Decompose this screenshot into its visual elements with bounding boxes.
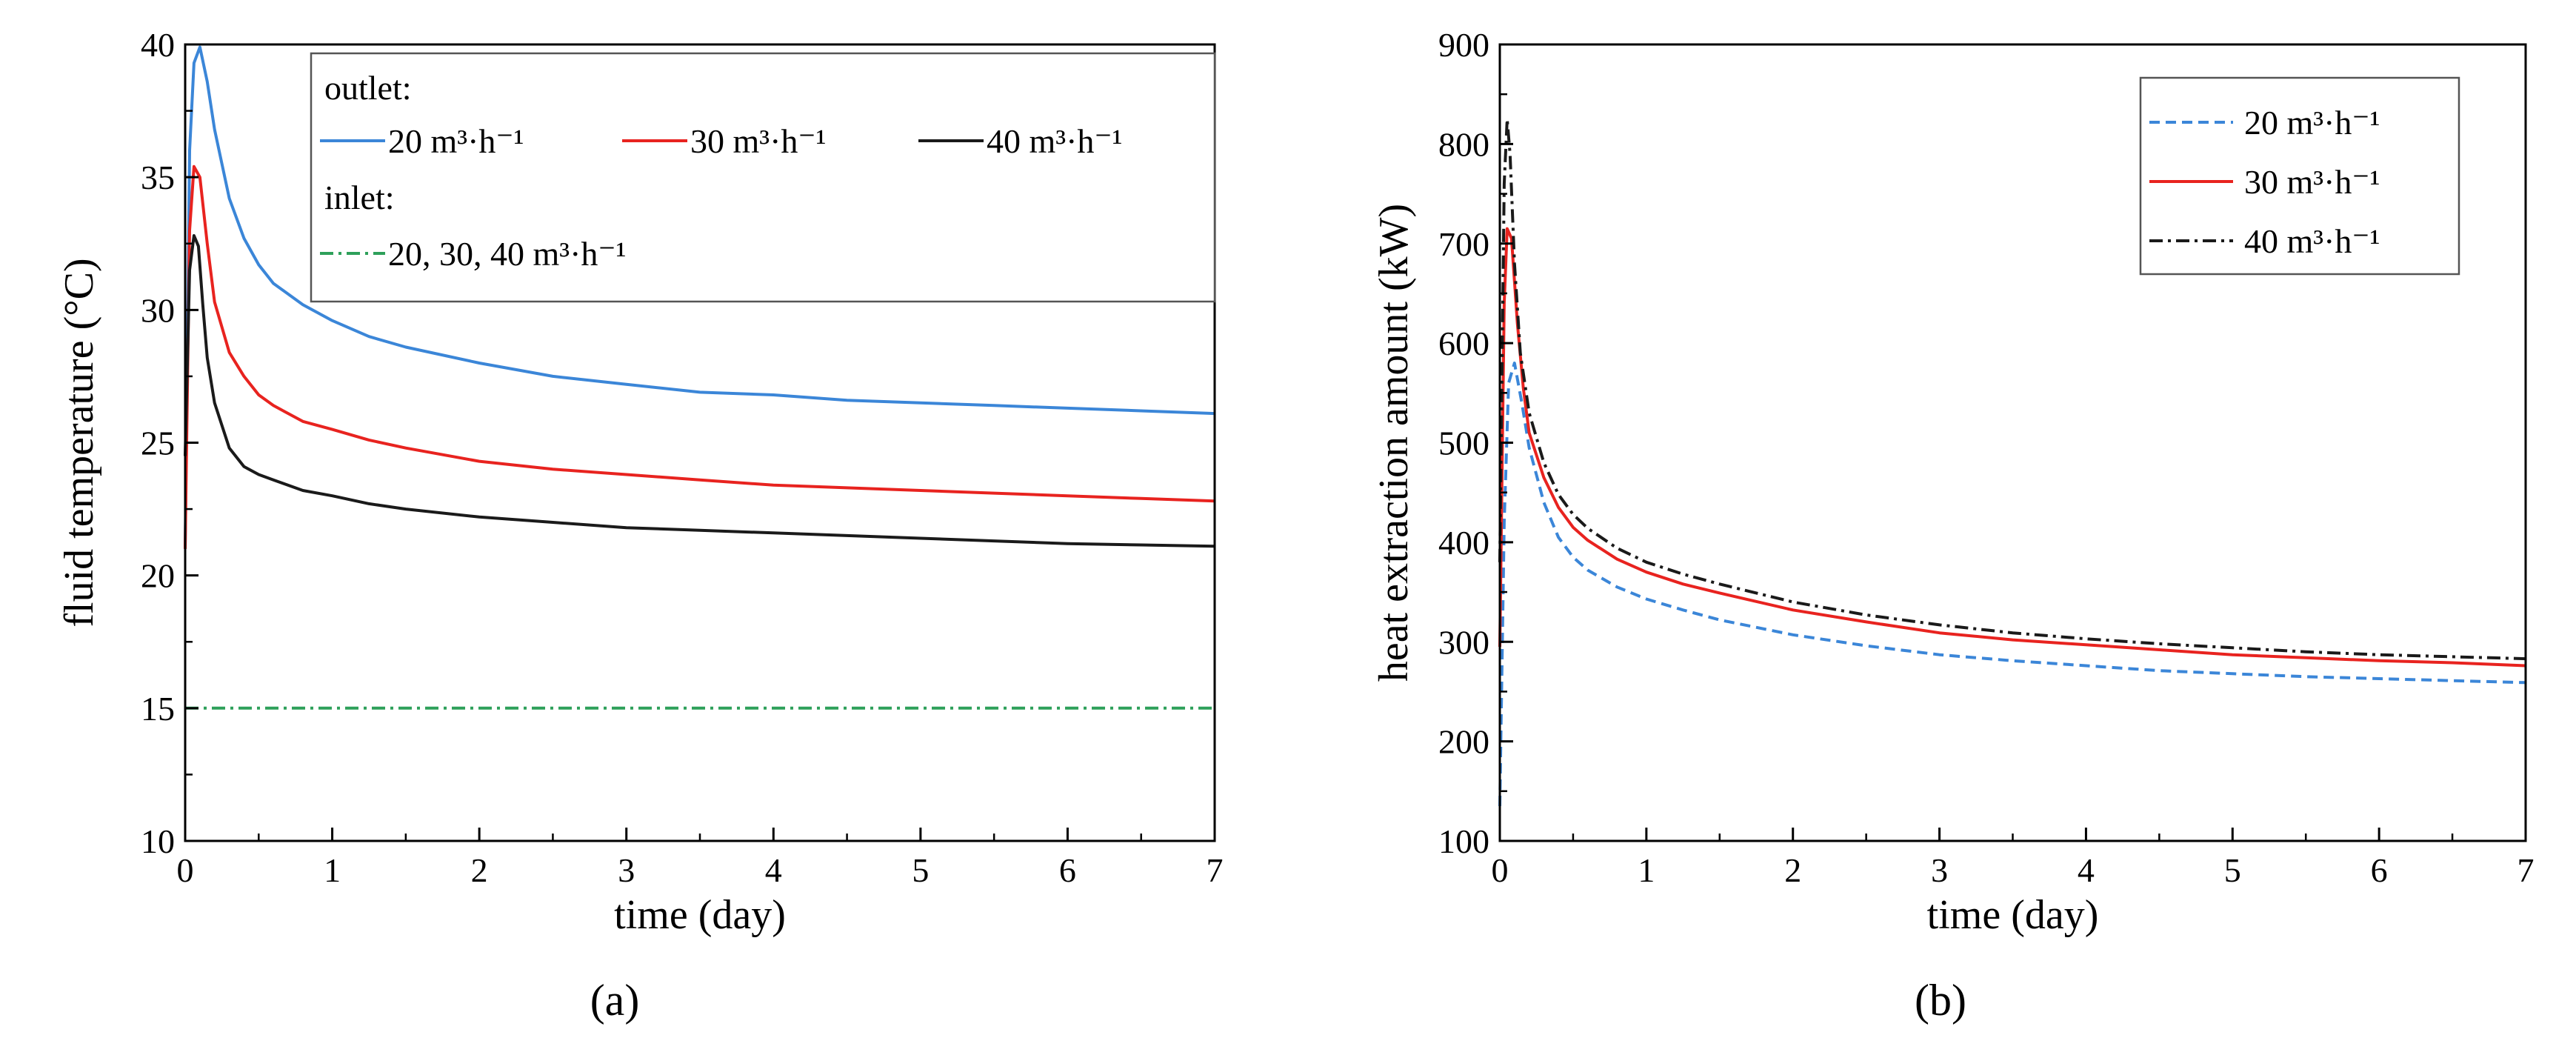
legend-box	[310, 52, 1216, 303]
y-tick-label: 700	[1438, 225, 1489, 263]
panel-a: 0 1 2 3 4 5 6 7 10 15 20 25 30 35 40 time (day) fluid te…	[56, 26, 1224, 1025]
plot-area	[184, 45, 1215, 710]
y-tick-label: 800	[1438, 125, 1489, 163]
x-tick-label: 1	[1638, 851, 1655, 889]
x-tick-label: 7	[1207, 851, 1224, 889]
series-line-2	[184, 164, 1215, 549]
y-tick-label: 100	[1438, 822, 1489, 860]
y-tick-label: 500	[1438, 425, 1489, 462]
y-axis-title: heat extraction amount (kW)	[1371, 204, 1417, 682]
legend-box	[2139, 76, 2460, 276]
y-tick-label: 200	[1438, 723, 1489, 761]
y-tick-label: 600	[1438, 325, 1489, 362]
legend-group-title: outlet:	[324, 69, 412, 107]
legend-entry: 20, 30, 40 m³·h⁻¹	[388, 235, 626, 273]
panel-label: (b)	[1915, 976, 1966, 1025]
x-tick-label: 3	[618, 851, 635, 889]
panel-label: (a)	[590, 976, 640, 1025]
y-tick-label: 300	[1438, 623, 1489, 661]
plot-area	[1498, 117, 2526, 807]
legend-group-title: inlet:	[324, 179, 395, 216]
legend-entry: 30 m³·h⁻¹	[690, 122, 826, 160]
x-tick-label: 0	[1492, 851, 1509, 889]
legend-entry: 40 m³·h⁻¹	[2244, 222, 2380, 260]
y-tick-label: 15	[141, 690, 175, 728]
series-line-1	[1498, 362, 2526, 807]
legend-entry: 20 m³·h⁻¹	[388, 122, 524, 160]
y-tick-label: 900	[1438, 26, 1489, 64]
y-tick-label: 10	[141, 822, 175, 860]
y-tick-label: 30	[141, 291, 175, 329]
series-line-1	[184, 45, 1215, 549]
x-tick-label: 5	[912, 851, 929, 889]
legend-entry: 40 m³·h⁻¹	[987, 122, 1122, 160]
x-tick-label: 0	[177, 851, 194, 889]
legend-entry: 20 m³·h⁻¹	[2244, 104, 2380, 142]
x-tick-label: 3	[1931, 851, 1948, 889]
x-tick-label: 6	[1059, 851, 1076, 889]
y-tick-label: 400	[1438, 524, 1489, 562]
x-tick-label: 4	[2078, 851, 2095, 889]
x-tick-label: 6	[2371, 851, 2388, 889]
x-axis-title: time (day)	[1927, 892, 2099, 938]
series-line-2	[1498, 227, 2526, 668]
x-axis-title: time (day)	[614, 892, 786, 938]
legend-entry: 30 m³·h⁻¹	[2244, 163, 2380, 201]
x-tick-label: 4	[765, 851, 782, 889]
y-tick-label: 25	[141, 425, 175, 462]
y-tick-label: 40	[141, 26, 175, 64]
panel-b: 0 1 2 3 4 5 6 7 100 200 300 400 500 600 700 800 900 time …	[1371, 26, 2535, 1025]
x-tick-label: 1	[324, 851, 341, 889]
y-tick-label: 35	[141, 159, 175, 196]
x-tick-label: 2	[1784, 851, 1801, 889]
series-line-3	[184, 234, 1215, 548]
x-tick-label: 2	[471, 851, 488, 889]
y-axis-title: fluid temperature (°C)	[56, 258, 102, 627]
x-tick-label: 5	[2224, 851, 2241, 889]
x-tick-label: 7	[2517, 851, 2535, 889]
legend: 20 m³·h⁻¹ 30 m³·h⁻¹ 40 m³·h⁻¹	[2139, 76, 2460, 276]
y-tick-label: 20	[141, 557, 175, 595]
legend: outlet: 20 m³·h⁻¹ 30 m³·h⁻¹ 40 m³·h⁻¹ inlet:…	[310, 52, 1216, 303]
